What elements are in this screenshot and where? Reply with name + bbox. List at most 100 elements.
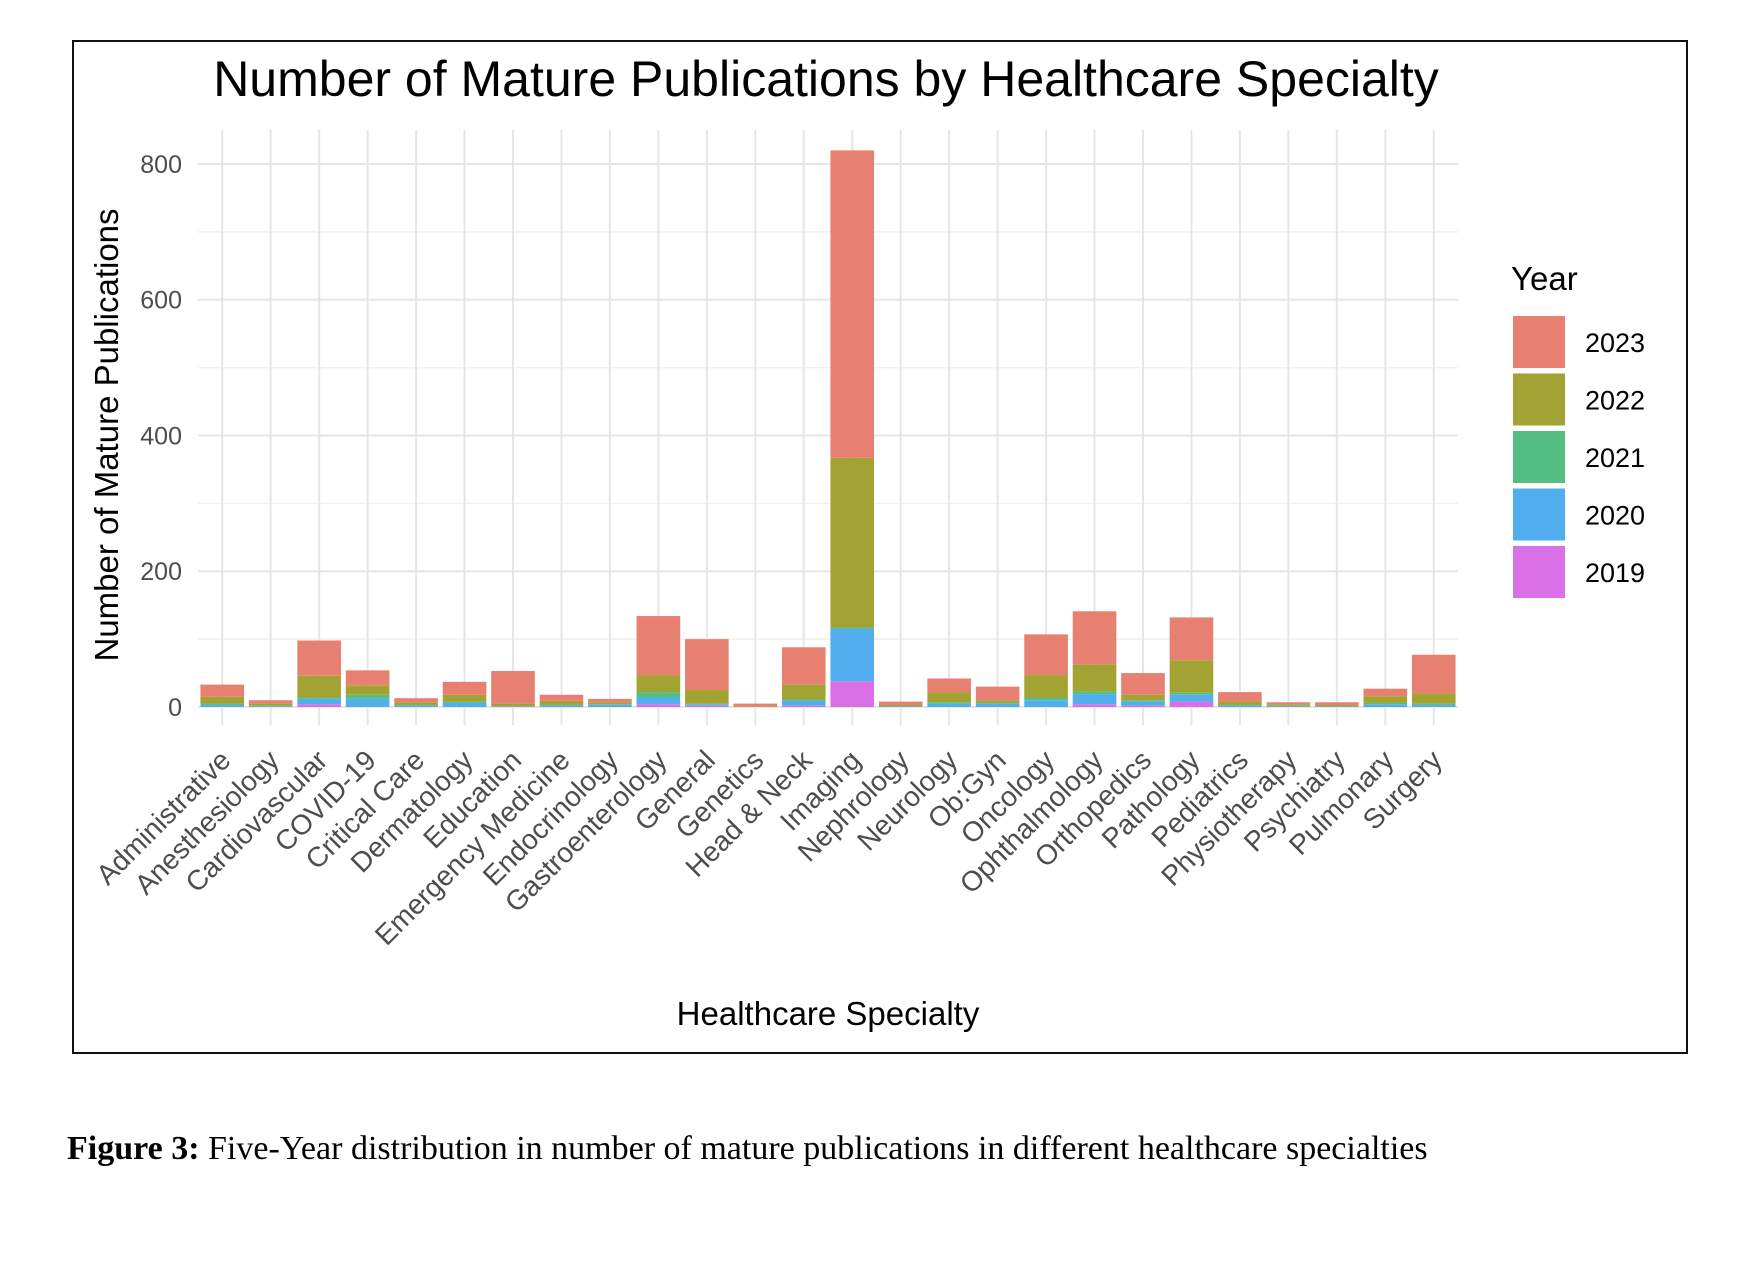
bar-segment-2021 [394,704,438,706]
bar-segment-2020 [1218,705,1262,707]
bar-segment-2021 [297,697,341,699]
bar-segment-2023 [685,639,729,691]
bar-segment-2023 [927,678,971,693]
legend-label-2019: 2019 [1585,558,1645,588]
bar-segment-2022 [830,457,875,628]
bar-segment-2020 [1315,706,1359,707]
bar-segment-2023 [733,703,778,707]
y-tick-labels: 0 200 400 600 800 [140,151,182,722]
legend-swatch-2022 [1513,373,1565,426]
bar-segment-2023 [442,681,487,695]
bar-segment-2022 [297,675,341,698]
bar-segment-2022 [733,706,778,707]
bar-segment-2020 [1072,694,1117,705]
figure-caption: Figure 3: Five-Year distribution in numb… [67,1122,1647,1176]
bar-segment-2022 [1218,701,1262,705]
bar-segment-2023 [1024,634,1068,676]
bar-segment-2022 [1121,694,1165,701]
bar-segment-2022 [975,700,1020,703]
bar-segment-2023 [539,694,584,701]
bar-segment-2020 [491,706,535,707]
bar-segment-2023 [1411,654,1456,694]
bar-segment-2020 [200,704,245,707]
bar-segment-2020 [1024,700,1068,707]
bar-segment-2019 [1072,704,1117,707]
bar-segment-2022 [539,700,584,705]
bar-segment-2023 [781,647,826,685]
bar-segment-2022 [588,702,632,705]
y-tick-label: 800 [140,151,182,179]
bar-segment-2022 [394,702,438,705]
bar-segment-2021 [685,703,729,705]
bar-segment-2022 [636,675,681,693]
bar-segment-2020 [878,706,923,707]
bar-segment-2021 [1072,691,1117,695]
bar-segment-2020 [927,703,971,707]
bar-segment-2020 [1266,706,1311,707]
bar-segment-2019 [297,704,341,707]
legend-swatch-2023 [1513,316,1565,368]
bar-segment-2023 [1218,692,1262,702]
bar-segment-2020 [1363,704,1408,707]
bar-segment-2022 [1072,664,1117,692]
bar-segment-2021 [1363,702,1408,705]
bar-segment-2022 [1266,704,1311,706]
bar-segment-2022 [1411,693,1456,704]
caption-text: Five-Year distribution in number of matu… [199,1130,1428,1167]
bar-segment-2022 [1315,704,1359,707]
bar-segment-2019 [781,705,826,707]
bar-segment-2020 [297,698,341,705]
bar-segment-2021 [830,627,875,629]
y-tick-label: 600 [140,287,182,315]
bar-segment-2021 [1411,703,1456,705]
grid-lines [198,130,1458,725]
legend-label-2020: 2020 [1585,501,1645,531]
bar-segment-2022 [685,690,729,704]
bar-segment-2023 [297,640,341,676]
bar-segment-2023 [1072,611,1117,665]
bar-segment-2023 [878,701,923,705]
bar-segment-2023 [1315,702,1359,705]
bar-segment-2021 [927,702,971,704]
y-tick-label: 200 [140,558,182,586]
bar-segment-2023 [636,616,681,676]
bar-segment-2020 [1411,704,1456,707]
bar-segment-2020 [685,704,729,706]
caption-label: Figure 3: [67,1130,200,1167]
bar-segment-2021 [1024,697,1068,701]
bar-segment-2021 [1218,704,1262,706]
bar-segment-2020 [588,704,632,707]
bar-segment-2020 [394,705,438,707]
legend-label-2022: 2022 [1585,386,1645,416]
y-tick-label: 400 [140,422,182,450]
bar-segment-2020 [636,697,681,705]
bar-segment-2019 [830,681,875,707]
bar-segment-2021 [248,705,293,707]
bar-segment-2023 [1121,673,1165,695]
bar-segment-2023 [491,671,535,704]
legend-swatch-2020 [1513,488,1565,541]
bar-segment-2019 [685,705,729,707]
bar-segment-2021 [539,704,584,706]
bar-segment-2020 [781,700,826,706]
bar-segment-2022 [345,685,390,695]
bar-segment-2023 [200,684,245,697]
bar-segment-2020 [1169,694,1214,702]
figure-frame [72,40,1688,1054]
bar-segment-2022 [1169,660,1214,693]
bar-segment-2023 [830,150,875,458]
legend-title: Year [1511,260,1578,297]
bar-segment-2022 [248,703,293,706]
bar-segment-2020 [830,628,875,682]
x-tick-labels: AdministrativeAnesthesiologyCardiovascul… [90,744,1448,951]
bar-segment-2020 [539,705,584,707]
y-tick-label: 0 [168,694,182,722]
bar-segment-2022 [927,692,971,703]
bar-segment-2021 [636,692,681,698]
bar-segment-2020 [1121,701,1165,706]
bar-segment-2021 [1266,705,1311,707]
bar-segment-2022 [442,694,487,702]
bar-segment-2021 [588,704,632,705]
bar-segment-2020 [345,698,390,707]
stacked-bar-chart: 0 200 400 600 800 AdministrativeAnesthesiolo… [88,51,1645,1032]
